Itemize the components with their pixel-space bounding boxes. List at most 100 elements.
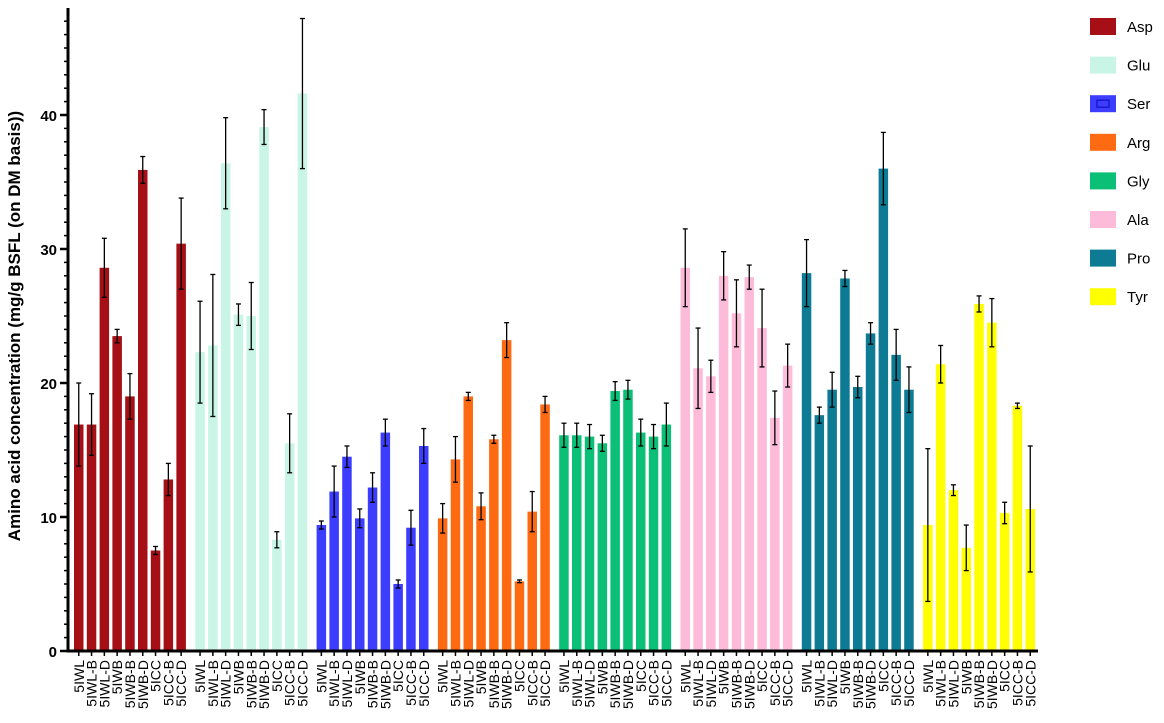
bar-arg-5iwb-d [501, 340, 512, 651]
x-tick-label: 5IWL-D [945, 660, 961, 707]
bar-gly-5iwl-d [584, 436, 595, 651]
x-tick-label: 5ICC-B [524, 660, 540, 706]
bar-ser-5iwl-d [342, 456, 352, 651]
x-tick-label: 5IWL-D [339, 660, 355, 707]
legend-label-gly: Gly [1127, 173, 1150, 190]
bar-gly-5iwb [597, 443, 608, 651]
bar-gly-5icc [636, 432, 646, 651]
x-tick-label: 5IWB [837, 660, 853, 694]
x-tick-label: 5IWL-B [569, 660, 585, 707]
legend-label-ala: Ala [1127, 212, 1149, 229]
y-tick-label: 40 [40, 108, 57, 125]
bar-arg-5icc-b [527, 511, 537, 651]
bar-ala-5iwl [680, 267, 690, 651]
bar-gly-5iwl [559, 435, 569, 651]
x-tick-label: 5ICC-D [537, 660, 553, 707]
bar-pro-5iwl-d [827, 389, 837, 651]
bar-ser-5iwb-d [380, 432, 391, 651]
bar-ser-5icc-b [406, 527, 416, 651]
x-tick-label: 5IWB-D [256, 660, 272, 709]
x-tick-label: 5IWB-B [728, 660, 744, 708]
x-tick-label: 5IWB-D [984, 660, 1000, 709]
x-tick-label: 5IWB-B [607, 660, 623, 708]
x-tick-label: 5IWL-D [703, 660, 719, 707]
bar-arg-5icc [514, 581, 525, 651]
y-tick-label: 20 [40, 376, 57, 393]
x-tick-label: 5ICC-B [282, 660, 298, 706]
x-tick-label: 5IWB-B [850, 660, 866, 708]
x-tick-label: 5IWB-B [122, 660, 138, 708]
bar-glu-5iwl-d [220, 163, 231, 652]
bar-tyr-5icc-d [1025, 508, 1035, 651]
bar-gly-5iwb-b [610, 391, 620, 651]
bar-ser-5icc [393, 584, 403, 651]
bar-asp-5iwl-d [99, 267, 110, 651]
legend-swatch-ser [1090, 95, 1116, 113]
x-tick-label: 5IWB [594, 660, 610, 694]
legend-swatch-tyr [1090, 288, 1116, 306]
plot-area: 5IWL5IWL-B5IWL-D5IWB5IWB-B5IWB-D5ICC5ICC… [40, 8, 1038, 709]
bar-ser-5iwb [355, 518, 365, 651]
bar-glu-5icc-d [297, 93, 308, 651]
x-tick-label: 5ICC-B [646, 660, 662, 706]
legend-swatch-pro [1090, 249, 1116, 267]
x-tick-label: 5IWB-B [365, 660, 381, 708]
x-tick-label: 5IWL-D [824, 660, 840, 707]
bar-glu-5iwl [195, 352, 205, 651]
legend-swatch-inner-mark [1096, 99, 1110, 108]
x-tick-label: 5ICC [148, 660, 164, 692]
x-tick-label: 5ICC [511, 660, 527, 692]
bar-tyr-5iwb-d [987, 322, 997, 651]
legend-label-asp: Asp [1127, 19, 1153, 36]
bar-arg-5iwl-d [463, 396, 473, 651]
x-tick-label: 5IWL-D [582, 660, 598, 707]
bar-pro-5icc [878, 168, 889, 651]
x-tick-label: 5IWL [192, 660, 208, 693]
x-tick-label: 5ICC [633, 660, 649, 692]
bar-ala-5icc-b [770, 417, 780, 651]
x-tick-label: 5IWL [799, 660, 815, 693]
x-tick-label: 5ICC-D [416, 660, 432, 707]
x-tick-label: 5IWB-D [377, 660, 393, 709]
x-tick-label: 5IWB-D [135, 660, 151, 709]
x-tick-label: 5IWB-D [863, 660, 879, 709]
bar-glu-5iwb [233, 314, 244, 651]
bar-asp-5iwl-b [86, 424, 97, 651]
y-tick-label: 30 [40, 242, 57, 259]
x-tick-label: 5ICC-B [888, 660, 904, 706]
x-tick-label: 5ICC-D [901, 660, 917, 707]
x-tick-label: 5IWL [920, 660, 936, 693]
bar-tyr-5iwb-b [974, 303, 984, 651]
legend-label-ser: Ser [1127, 96, 1150, 113]
x-tick-label: 5ICC-D [173, 660, 189, 707]
bar-glu-5iwb-d [259, 127, 269, 651]
bar-tyr-5icc [999, 512, 1010, 651]
bar-pro-5icc-b [891, 354, 901, 651]
x-tick-label: 5IWL-D [96, 660, 112, 707]
bar-pro-5icc-d [904, 389, 914, 651]
bar-asp-5iwb-b [125, 396, 135, 651]
x-tick-label: 5ICC-D [294, 660, 310, 707]
x-tick-label: 5IWL [556, 660, 572, 693]
legend-swatch-gly [1090, 172, 1116, 190]
legend-label-glu: Glu [1127, 58, 1150, 75]
bar-arg-5iwl [437, 518, 448, 651]
x-tick-label: 5ICC [875, 660, 891, 692]
x-tick-label: 5IWB-D [620, 660, 636, 709]
bar-glu-5iwl-b [208, 345, 218, 651]
bar-ala-5iwb [718, 275, 729, 651]
x-tick-label: 5IWL-B [811, 660, 827, 707]
x-tick-label: 5IWL [435, 660, 451, 693]
bar-glu-5iwb-b [246, 316, 256, 651]
bar-arg-5iwb [476, 506, 486, 651]
x-tick-label: 5ICC-B [1009, 660, 1025, 706]
bar-gly-5iwl-b [572, 435, 582, 651]
bar-ser-5icc-d [419, 445, 429, 651]
bar-gly-5iwb-d [623, 389, 633, 651]
bar-pro-5iwb-d [865, 333, 876, 651]
bar-pro-5iwl [801, 273, 812, 651]
x-tick-label: 5IWB [473, 660, 489, 694]
bar-arg-5iwb-b [489, 439, 499, 651]
bar-tyr-5iwl-b [935, 364, 946, 651]
x-tick-label: 5ICC [269, 660, 285, 692]
